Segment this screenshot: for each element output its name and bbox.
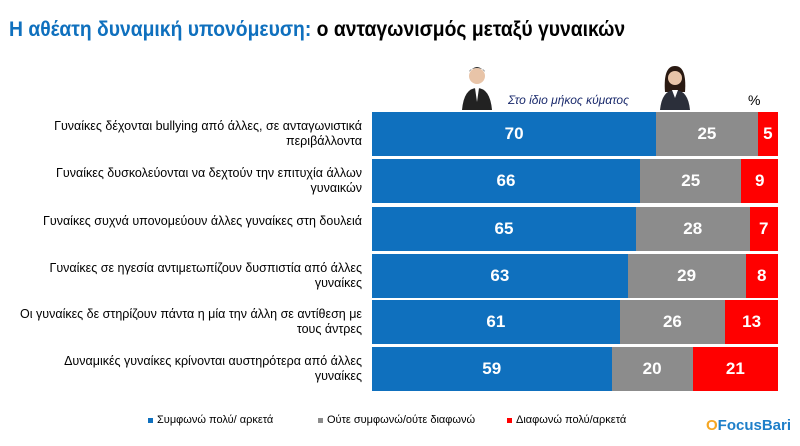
woman-avatar-icon <box>660 66 690 110</box>
data-label: 25 <box>697 124 717 143</box>
data-label: 20 <box>642 359 662 378</box>
legend-swatch <box>148 417 153 423</box>
data-label: 65 <box>494 219 514 238</box>
bar-segment: 28 <box>635 207 750 251</box>
bar-segment: 63 <box>372 254 628 298</box>
bar-segment: 20 <box>611 347 693 391</box>
bar-segment: 9 <box>741 159 778 203</box>
legend-swatch <box>507 417 512 423</box>
bar-segment: 13 <box>725 300 778 344</box>
legend-swatch <box>318 417 323 423</box>
data-label: 66 <box>496 171 516 190</box>
chart-subtitle: Στο ίδιο μήκος κύματος <box>508 93 629 107</box>
data-label: 59 <box>482 359 502 378</box>
bar-segment: 21 <box>692 347 778 391</box>
legend-neutral: Ούτε συμφωνώ/ούτε διαφωνώ <box>318 414 475 426</box>
legend-disagree: Διαφωνώ πολύ/αρκετά <box>507 414 626 426</box>
bar-segment: 66 <box>372 159 640 203</box>
data-label: 28 <box>683 219 703 238</box>
bar-segment: 8 <box>745 254 778 298</box>
bar-segment: 7 <box>749 207 778 251</box>
page-title: Η αθέατη δυναμική υπονόμευση: ο ανταγωνι… <box>9 18 626 41</box>
data-label: 70 <box>504 124 524 143</box>
category-label: Γυναίκες σε ηγεσία αντιμετωπίζουν δυσπισ… <box>49 261 362 290</box>
data-label: 7 <box>759 219 769 238</box>
category-label: Γυναίκες συχνά υπονομεύουν άλλες γυναίκε… <box>42 214 362 228</box>
data-label: 29 <box>677 266 697 285</box>
category-label: Οι γυναίκες δε στηρίζουν πάντα η μία την… <box>20 307 362 336</box>
data-label: 13 <box>742 312 762 331</box>
bar-segment: 29 <box>627 254 746 298</box>
bar-segment: 59 <box>372 347 612 391</box>
focusbari-logo: OFocusBari <box>706 417 792 434</box>
bar-segment: 70 <box>372 112 657 156</box>
data-label: 61 <box>486 312 506 331</box>
bar-segment: 25 <box>656 112 758 156</box>
data-label: 25 <box>681 171 701 190</box>
data-label: 26 <box>662 312 682 331</box>
bar-segment: 26 <box>619 300 726 344</box>
data-label: 63 <box>490 266 510 285</box>
data-label: 21 <box>725 359 745 378</box>
data-label: 9 <box>754 171 765 190</box>
category-label: Δυναμικές γυναίκες κρίνονται αυστηρότερα… <box>64 354 362 383</box>
category-label: Γυναίκες δέχονται bullying από άλλες, σε… <box>54 119 362 148</box>
data-label: 5 <box>763 124 773 143</box>
bar-segment: 65 <box>372 207 636 251</box>
data-label: 8 <box>757 266 767 285</box>
man-avatar-icon <box>462 67 492 110</box>
bar-segment: 25 <box>639 159 742 203</box>
category-label: Γυναίκες δυσκολεύονται να δεχτούν την επ… <box>56 166 362 195</box>
bar-segment: 5 <box>757 112 778 156</box>
legend-agree: Συμφωνώ πολύ/ αρκετά <box>148 414 273 426</box>
unit-label: % <box>748 92 761 108</box>
bar-segment: 61 <box>372 300 620 344</box>
